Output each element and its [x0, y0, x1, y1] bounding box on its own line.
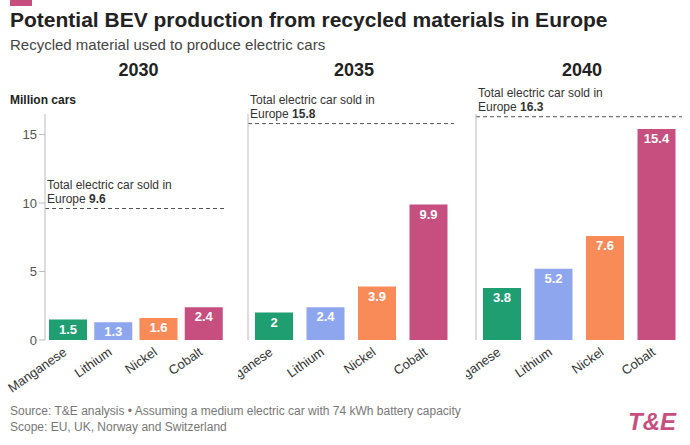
svg-text:Manganese: Manganese: [8, 344, 69, 395]
svg-text:Lithium: Lithium: [284, 344, 327, 380]
svg-text:3.9: 3.9: [368, 289, 386, 304]
html-text:Million cars: Million cars: [10, 93, 76, 107]
svg-text:Cobalt: Cobalt: [391, 344, 431, 378]
svg-text:Lithium: Lithium: [512, 344, 555, 380]
svg-text:2.4: 2.4: [316, 309, 335, 324]
svg-text:9.9: 9.9: [419, 207, 437, 222]
html-text:Source: T&E analysis • Assumin: Source: T&E analysis • Assuming a medium…: [10, 404, 461, 418]
svg-text:Nickel: Nickel: [569, 344, 607, 377]
svg-text:Total electric car sold inEuro: Total electric car sold inEurope 9.6: [47, 178, 172, 206]
svg-text:Nickel: Nickel: [122, 344, 160, 377]
svg-text:2: 2: [270, 315, 277, 330]
svg-text:1.5: 1.5: [59, 322, 77, 337]
html-text:Recycled material used to prod: Recycled material used to produce electr…: [10, 36, 326, 53]
html-text:2035: 2035: [334, 60, 374, 80]
svg-text:Cobalt: Cobalt: [166, 344, 206, 378]
svg-text:Manganese: Manganese: [466, 344, 503, 395]
svg-text:5.2: 5.2: [544, 271, 562, 286]
svg-text:Total electric car sold inEuro: Total electric car sold inEurope 15.8: [250, 93, 375, 121]
html-text:Scope: EU, UK, Norway and Swit: Scope: EU, UK, Norway and Switzerland: [10, 420, 227, 434]
svg-text:Cobalt: Cobalt: [619, 344, 659, 378]
svg-text:Nickel: Nickel: [341, 344, 379, 377]
svg-text:7.6: 7.6: [596, 238, 614, 253]
svg-text:0: 0: [30, 333, 37, 348]
svg-text:2.4: 2.4: [195, 309, 214, 324]
svg-text:10: 10: [23, 196, 37, 211]
svg-text:5: 5: [30, 264, 37, 279]
html-text:T&E: T&E: [628, 408, 676, 435]
svg-text:15.4: 15.4: [644, 131, 670, 146]
svg-text:Lithium: Lithium: [72, 344, 115, 380]
html-text:Potential BEV production from: Potential BEV production from recycled m…: [10, 8, 608, 31]
svg-text:1.3: 1.3: [104, 324, 122, 339]
html-text:2040: 2040: [562, 60, 602, 80]
svg-text:Manganese: Manganese: [238, 344, 275, 395]
html-text:2030: 2030: [118, 60, 159, 80]
svg-text:Total electric car sold inEuro: Total electric car sold inEurope 16.3: [478, 86, 603, 114]
svg-text:15: 15: [23, 127, 37, 142]
svg-text:3.8: 3.8: [493, 290, 511, 305]
svg-text:1.6: 1.6: [149, 320, 167, 335]
